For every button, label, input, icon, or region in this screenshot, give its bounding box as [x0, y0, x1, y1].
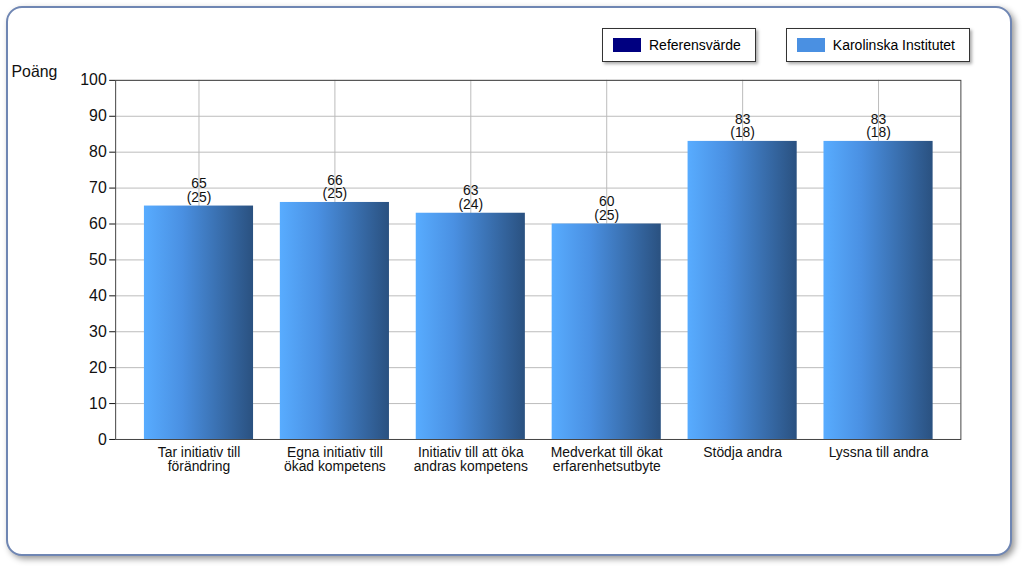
svg-text:30: 30: [89, 323, 107, 340]
svg-text:Medverkat till ökaterfarenhets: Medverkat till ökaterfarenhetsutbyte: [551, 444, 663, 474]
svg-text:Stödja andra: Stödja andra: [703, 444, 782, 460]
svg-text:0: 0: [98, 431, 107, 448]
html-text:Referensvärde: Referensvärde: [649, 37, 741, 53]
svg-text:10: 10: [89, 395, 107, 412]
svg-text:65(25): 65(25): [187, 175, 212, 205]
svg-text:66(25): 66(25): [323, 172, 348, 202]
svg-text:80: 80: [89, 143, 107, 160]
svg-text:90: 90: [89, 107, 107, 124]
svg-text:100: 100: [80, 71, 107, 88]
svg-text:Poäng: Poäng: [11, 63, 57, 80]
svg-text:Lyssna till andra: Lyssna till andra: [829, 444, 929, 460]
svg-text:63(24): 63(24): [458, 182, 483, 212]
svg-text:60: 60: [89, 215, 107, 232]
svg-text:40: 40: [89, 287, 107, 304]
svg-text:83(18): 83(18): [866, 111, 891, 141]
svg-text:60(25): 60(25): [594, 193, 619, 223]
svg-text:83(18): 83(18): [730, 111, 755, 141]
svg-text:50: 50: [89, 251, 107, 268]
svg-text:Egna initiativ tillökad kompet: Egna initiativ tillökad kompetens: [284, 444, 386, 474]
svg-text:Initiativ till att ökaandras k: Initiativ till att ökaandras kompetens: [414, 444, 528, 474]
html-text:Karolinska Institutet: Karolinska Institutet: [832, 37, 955, 53]
svg-text:Tar initiativ tillförändring: Tar initiativ tillförändring: [158, 444, 241, 474]
svg-text:70: 70: [89, 179, 107, 196]
svg-text:20: 20: [89, 359, 107, 376]
